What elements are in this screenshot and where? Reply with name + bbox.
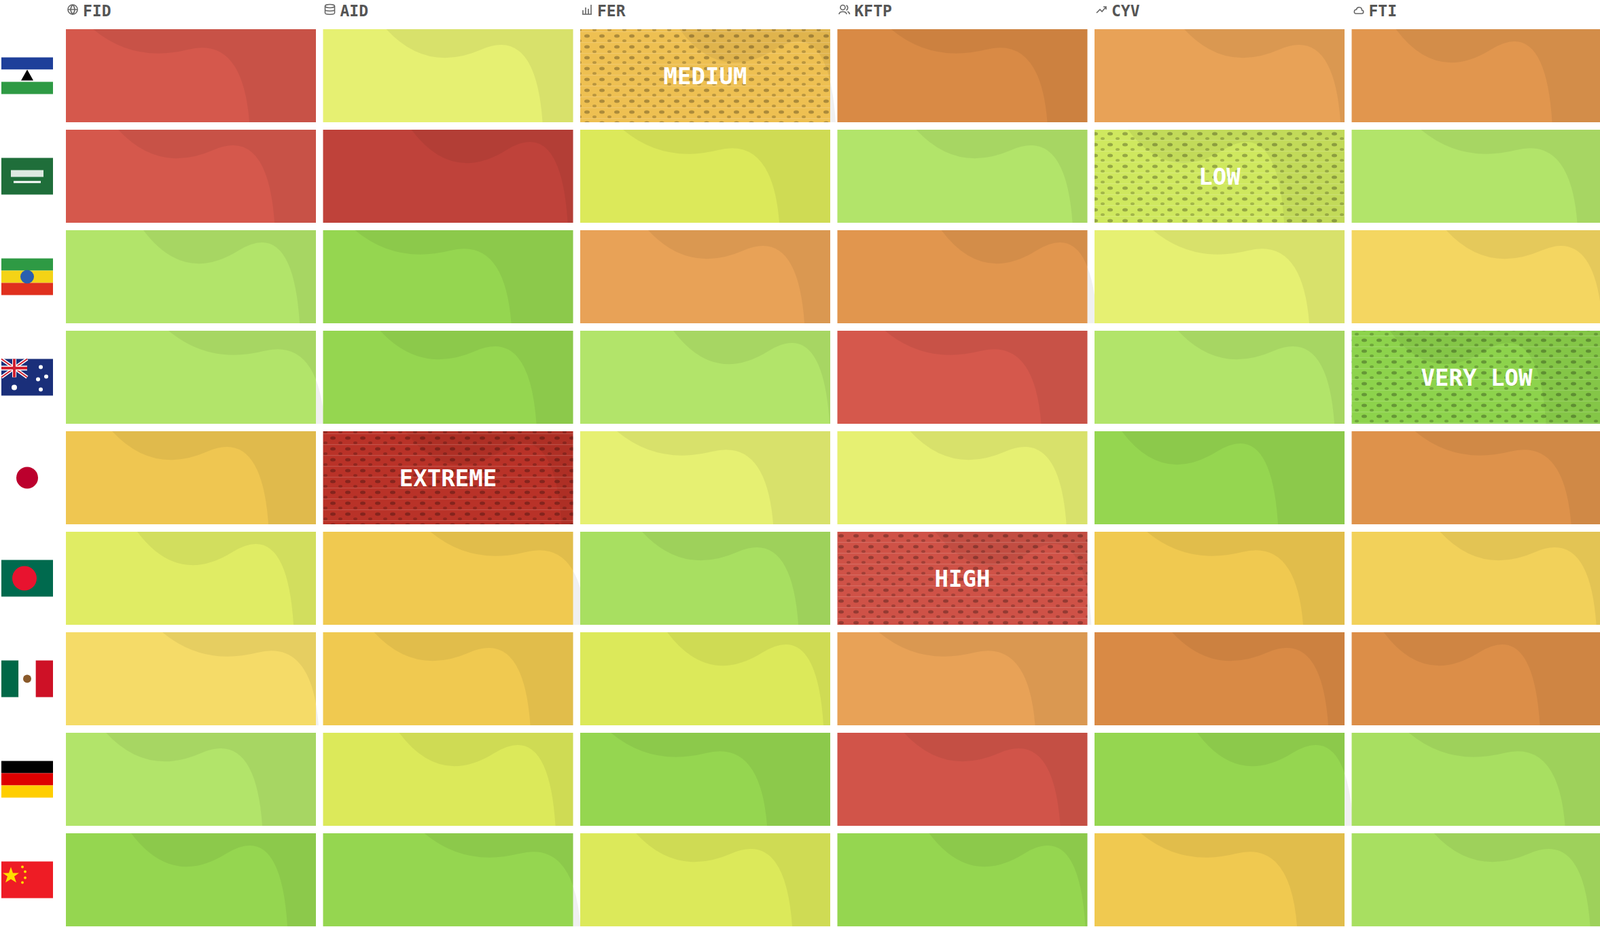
svg-text:VERY LOW: VERY LOW	[1421, 364, 1533, 392]
svg-text:EXTREME: EXTREME	[399, 464, 497, 492]
svg-text:AID: AID	[340, 2, 369, 20]
svg-text:HIGH: HIGH	[934, 565, 991, 593]
svg-text:FTI: FTI	[1369, 2, 1398, 20]
svg-text:LOW: LOW	[1198, 163, 1241, 191]
svg-text:MEDIUM: MEDIUM	[663, 62, 748, 90]
svg-text:FER: FER	[597, 2, 626, 20]
svg-text:CYV: CYV	[1111, 2, 1141, 20]
svg-text:FID: FID	[82, 2, 112, 20]
svg-text:KFTP: KFTP	[854, 2, 893, 20]
